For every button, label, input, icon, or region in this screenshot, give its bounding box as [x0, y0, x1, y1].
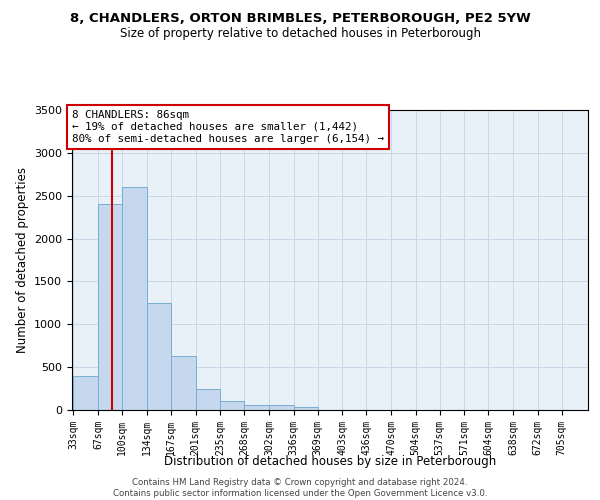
Bar	[98, 204, 122, 410]
Text: 8 CHANDLERS: 86sqm
← 19% of detached houses are smaller (1,442)
80% of semi-deta: 8 CHANDLERS: 86sqm ← 19% of detached hou…	[72, 110, 384, 144]
Bar	[244, 405, 269, 410]
Text: 8, CHANDLERS, ORTON BRIMBLES, PETERBOROUGH, PE2 5YW: 8, CHANDLERS, ORTON BRIMBLES, PETERBOROU…	[70, 12, 530, 26]
Text: Distribution of detached houses by size in Peterborough: Distribution of detached houses by size …	[164, 455, 496, 468]
Bar	[293, 408, 317, 410]
Bar	[196, 388, 220, 410]
Text: Contains HM Land Registry data © Crown copyright and database right 2024.
Contai: Contains HM Land Registry data © Crown c…	[113, 478, 487, 498]
Text: Size of property relative to detached houses in Peterborough: Size of property relative to detached ho…	[119, 28, 481, 40]
Bar	[122, 187, 147, 410]
Bar	[171, 356, 196, 410]
Y-axis label: Number of detached properties: Number of detached properties	[16, 167, 29, 353]
Bar	[269, 405, 293, 410]
Bar	[220, 400, 244, 410]
Bar	[147, 303, 171, 410]
Bar	[73, 376, 98, 410]
